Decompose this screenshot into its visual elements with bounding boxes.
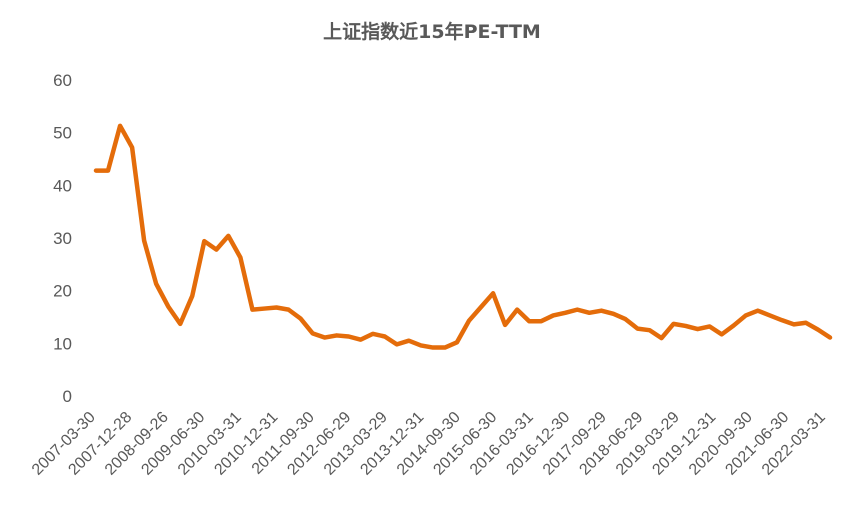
y-tick-label: 20	[53, 282, 72, 301]
y-tick-label: 10	[53, 334, 72, 353]
y-tick-label: 30	[53, 229, 72, 248]
y-tick-label: 50	[53, 124, 72, 143]
y-axis: 0 10 20 30 40 50 60	[53, 71, 72, 406]
x-axis: 2007-03-302007-12-282008-09-262009-06-30…	[29, 409, 829, 479]
y-tick-label: 60	[53, 71, 72, 90]
pe-ttm-series-line	[93, 123, 833, 350]
y-tick-label: 0	[63, 387, 72, 406]
plot-area	[93, 123, 833, 350]
y-tick-label: 40	[53, 176, 72, 195]
chart-title: 上证指数近15年PE-TTM	[323, 20, 541, 43]
